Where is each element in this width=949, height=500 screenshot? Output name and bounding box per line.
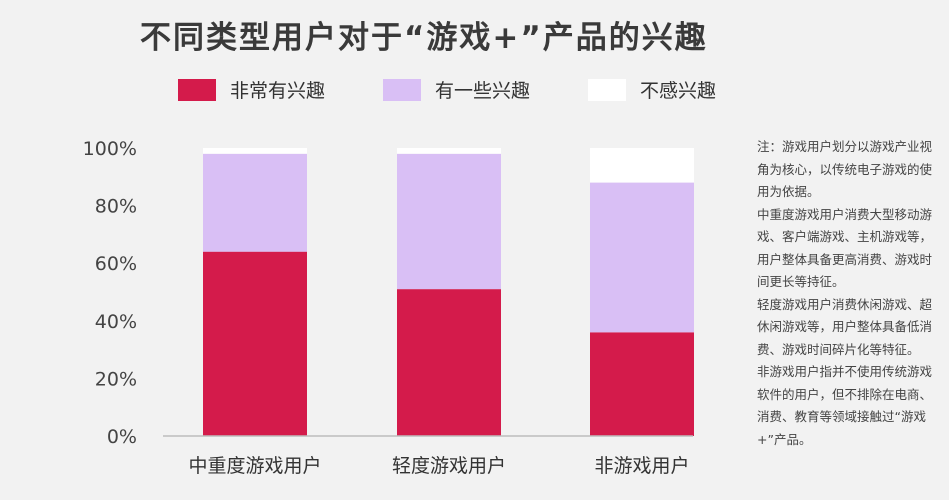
y-tick-label: 0% <box>107 426 137 448</box>
footnote-paragraph: 轻度游戏用户消费休闲游戏、超休闲游戏等，用户整体具备低消费、游戏时间碎片化等特征… <box>757 296 933 357</box>
legend-item-not-interested: 不感兴趣 <box>588 76 716 103</box>
x-category-label: 非游戏用户 <box>594 455 689 477</box>
bar-segment-not-interested <box>203 148 307 154</box>
bar-segment-somewhat-interested <box>397 153 501 290</box>
footnote-paragraph: 中重度游戏用户消费大型移动游戏、客户端游戏、主机游戏等，用户整体具备更高消费、游… <box>757 206 933 290</box>
bar-segment-somewhat-interested <box>590 182 694 333</box>
y-tick-label: 100% <box>83 138 137 160</box>
chart-title: 不同类型用户对于“游戏+”产品的兴趣 <box>140 20 708 56</box>
x-category-label: 轻度游戏用户 <box>392 455 506 477</box>
legend-label-somewhat-interested: 有一些兴趣 <box>435 80 531 102</box>
x-category-label: 中重度游戏用户 <box>188 455 321 477</box>
y-tick-label: 20% <box>95 368 137 390</box>
legend-label-very-interested: 非常有兴趣 <box>230 80 326 102</box>
y-tick-label: 80% <box>95 196 137 218</box>
footnote-paragraph: 非游戏用户指并不使用传统游戏软件的用户，但不排除在电商、消费、教育等领域接触过“… <box>757 364 933 447</box>
y-axis-ticks: 0% 20% 40% 60% 80% 100% <box>83 138 137 448</box>
legend-swatch-somewhat-interested <box>383 78 422 101</box>
footnote: 注：游戏用户划分以游戏产业视角为核心，以传统电子游戏的使用为依据。 中重度游戏用… <box>757 136 941 451</box>
y-tick-label: 40% <box>95 311 137 333</box>
chart-legend: 非常有兴趣 有一些兴趣 不感兴趣 <box>178 76 774 103</box>
bar-segment-not-interested <box>397 148 501 154</box>
legend-swatch-very-interested <box>178 78 216 101</box>
bars-group <box>203 148 694 436</box>
x-axis-labels: 中重度游戏用户 轻度游戏用户 非游戏用户 <box>188 455 689 477</box>
legend-label-not-interested: 不感兴趣 <box>640 80 717 102</box>
legend-item-very-interested: 非常有兴趣 <box>178 76 325 103</box>
legend-swatch-not-interested <box>588 78 627 101</box>
bar-segment-somewhat-interested <box>203 153 307 252</box>
bar-segment-not-interested <box>590 148 694 183</box>
y-tick-label: 60% <box>95 253 137 275</box>
bar-segment-very-interested <box>203 251 307 436</box>
bar-segment-very-interested <box>397 289 501 436</box>
bar-segment-very-interested <box>590 332 694 436</box>
footnote-paragraph: 注：游戏用户划分以游戏产业视角为核心，以传统电子游戏的使用为依据。 <box>757 139 933 199</box>
legend-item-somewhat-interested: 有一些兴趣 <box>383 76 530 103</box>
